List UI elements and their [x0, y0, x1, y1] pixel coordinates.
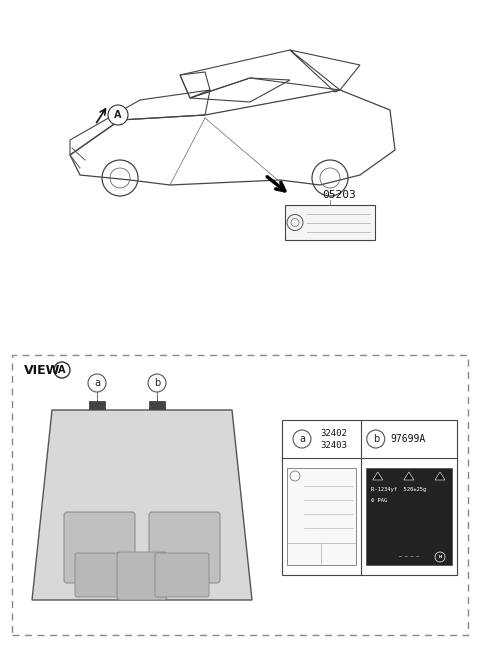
FancyBboxPatch shape	[287, 468, 356, 565]
Circle shape	[108, 105, 128, 125]
Text: A: A	[114, 110, 122, 120]
FancyBboxPatch shape	[285, 205, 375, 240]
Text: R-1234yf  520±25g: R-1234yf 520±25g	[371, 487, 426, 493]
Polygon shape	[32, 410, 252, 600]
Polygon shape	[435, 472, 445, 480]
FancyBboxPatch shape	[149, 512, 220, 583]
Circle shape	[293, 430, 311, 448]
FancyBboxPatch shape	[75, 553, 129, 597]
FancyBboxPatch shape	[149, 401, 165, 409]
Polygon shape	[404, 472, 414, 480]
FancyBboxPatch shape	[64, 512, 135, 583]
Text: 05203: 05203	[322, 190, 356, 200]
Circle shape	[88, 374, 106, 392]
Text: 32402: 32402	[320, 428, 347, 438]
FancyBboxPatch shape	[366, 468, 452, 565]
FancyBboxPatch shape	[117, 552, 167, 600]
Text: — — — —: — — — —	[399, 555, 419, 560]
Text: b: b	[372, 434, 379, 444]
Circle shape	[367, 430, 385, 448]
Text: b: b	[154, 378, 160, 388]
FancyBboxPatch shape	[282, 420, 457, 575]
FancyBboxPatch shape	[155, 553, 209, 597]
Text: H: H	[438, 555, 442, 559]
Text: a: a	[299, 434, 305, 444]
Circle shape	[148, 374, 166, 392]
Text: ⚙ PAG: ⚙ PAG	[371, 497, 387, 503]
Text: VIEW: VIEW	[24, 363, 60, 376]
Text: 32403: 32403	[320, 440, 347, 449]
Text: a: a	[94, 378, 100, 388]
Text: 97699A: 97699A	[391, 434, 426, 444]
Text: A: A	[58, 365, 66, 375]
FancyBboxPatch shape	[89, 401, 105, 409]
Polygon shape	[373, 472, 383, 480]
FancyBboxPatch shape	[12, 355, 468, 635]
